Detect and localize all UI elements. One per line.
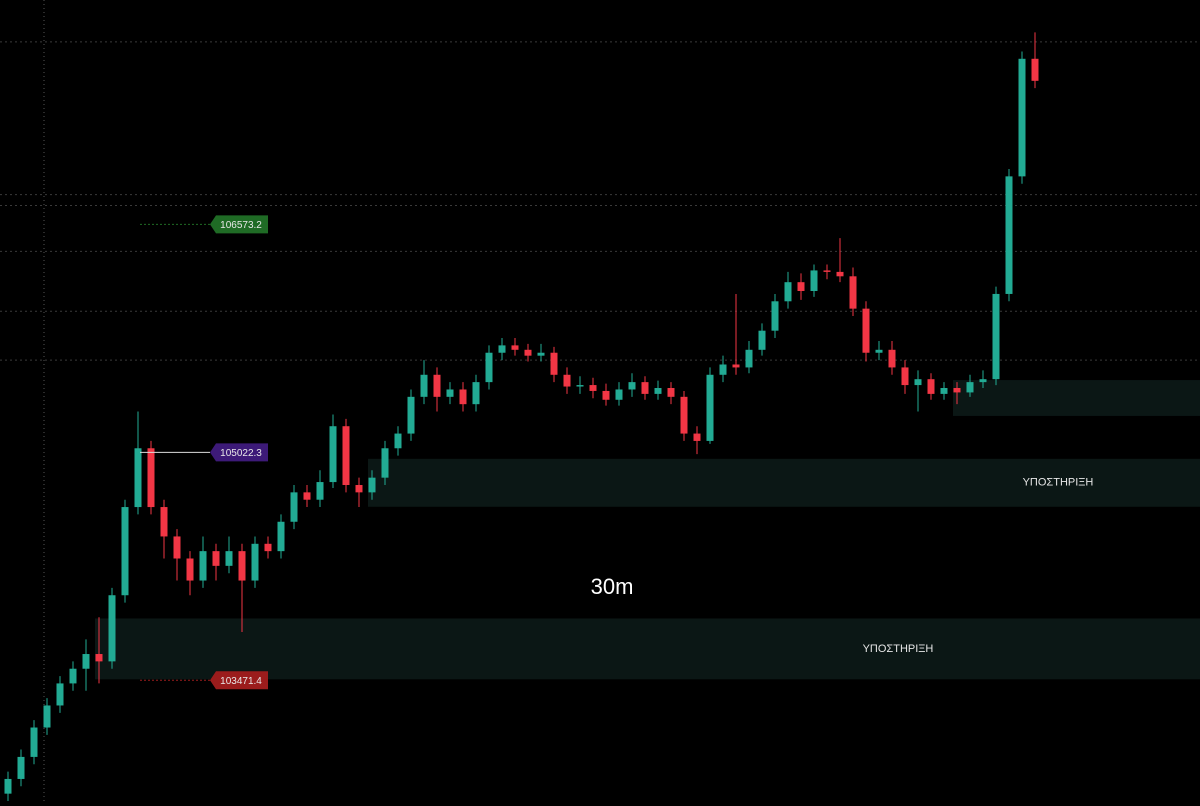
candle-body (316, 482, 324, 500)
candle-body (771, 301, 779, 331)
candle-body (303, 492, 311, 500)
candle-body (563, 374, 571, 387)
labels: 106573.2 105022.3 103471.4 (140, 215, 268, 690)
candle-body (134, 448, 142, 508)
candle-body (121, 507, 129, 596)
candle-body (147, 448, 155, 508)
candle-body (394, 433, 402, 449)
candle-body (56, 683, 64, 706)
candle-body (433, 374, 441, 397)
candle-body (953, 388, 961, 393)
price-label: 106573.2 (220, 220, 262, 231)
candle-body (329, 426, 337, 483)
candle-body (992, 293, 1000, 380)
candle-body (875, 349, 883, 353)
candle-body (576, 385, 584, 387)
candle-body (1031, 58, 1039, 81)
candle-body (589, 385, 597, 391)
candle-body (69, 668, 77, 684)
candle-body (160, 507, 168, 537)
candle-body (446, 389, 454, 397)
candle-body (381, 448, 389, 478)
candle-body (82, 654, 90, 669)
candle-body (745, 349, 753, 368)
candle-body (979, 379, 987, 383)
support-zone (368, 458, 1200, 507)
candle-body (420, 374, 428, 397)
candle-body (264, 543, 272, 552)
timeframe: 30m (591, 574, 634, 599)
candle-body (706, 374, 714, 441)
price-label: 103471.4 (220, 676, 262, 687)
candle-body (862, 308, 870, 353)
candle-body (108, 595, 116, 662)
candle-body (17, 756, 25, 779)
candle-body (290, 492, 298, 522)
candle-body (680, 396, 688, 434)
candle-body (355, 485, 363, 493)
price-tag (210, 671, 268, 690)
candle-body (914, 379, 922, 386)
candle-body (238, 551, 246, 581)
candle-body (667, 388, 675, 397)
candle-body (472, 382, 480, 405)
zone-label: ΥΠΟΣΤΗΡΙΞΗ (863, 643, 934, 655)
candle-body (849, 276, 857, 309)
candle-body (641, 382, 649, 394)
levels (0, 41, 1200, 361)
candle-body (173, 536, 181, 559)
candle-body (1018, 58, 1026, 177)
candle-body (524, 349, 532, 356)
candle-body (485, 352, 493, 383)
candle-body (342, 426, 350, 486)
candle-body (4, 778, 12, 794)
candle-body (368, 477, 376, 493)
candle-body (654, 388, 662, 394)
candle-body (459, 389, 467, 405)
candle-body (615, 389, 623, 400)
candle-body (927, 379, 935, 394)
candle-body (719, 364, 727, 375)
candle-body (602, 390, 610, 400)
support-zone (953, 380, 1200, 416)
candle-body (95, 654, 103, 662)
candle-body (901, 367, 909, 386)
candle-body (251, 543, 259, 581)
candle-body (199, 551, 207, 581)
price-tag (210, 215, 268, 234)
candle-body (537, 352, 545, 356)
candle-body (732, 364, 740, 368)
candle-body (758, 330, 766, 350)
candle-body (693, 433, 701, 441)
candle-body (43, 705, 51, 728)
candle-body (30, 727, 38, 757)
candle-body (888, 349, 896, 368)
candle-body (277, 521, 285, 552)
zone-label: ΥΠΟΣΤΗΡΙΞΗ (1023, 477, 1094, 489)
candle-body (511, 345, 519, 350)
candle-body (810, 270, 818, 292)
candle-body (407, 396, 415, 434)
candle-body (797, 282, 805, 292)
support-zone (95, 618, 1200, 680)
candle-body (212, 551, 220, 566)
candle-body (186, 558, 194, 581)
candles (4, 32, 1039, 801)
price-label: 105022.3 (220, 448, 262, 459)
candle-body (225, 551, 233, 566)
candle-body (966, 382, 974, 393)
candle-body (784, 282, 792, 302)
price-tag (210, 443, 268, 462)
candle-body (628, 382, 636, 390)
candle-body (823, 270, 831, 272)
candle-body (836, 271, 844, 277)
candle-body (1005, 176, 1013, 294)
candle-body (940, 388, 948, 394)
candle-body (550, 352, 558, 375)
zones: ΥΠΟΣΤΗΡΙΞΗ ΥΠΟΣΤΗΡΙΞΗ (95, 380, 1200, 680)
candle-body (498, 345, 506, 353)
